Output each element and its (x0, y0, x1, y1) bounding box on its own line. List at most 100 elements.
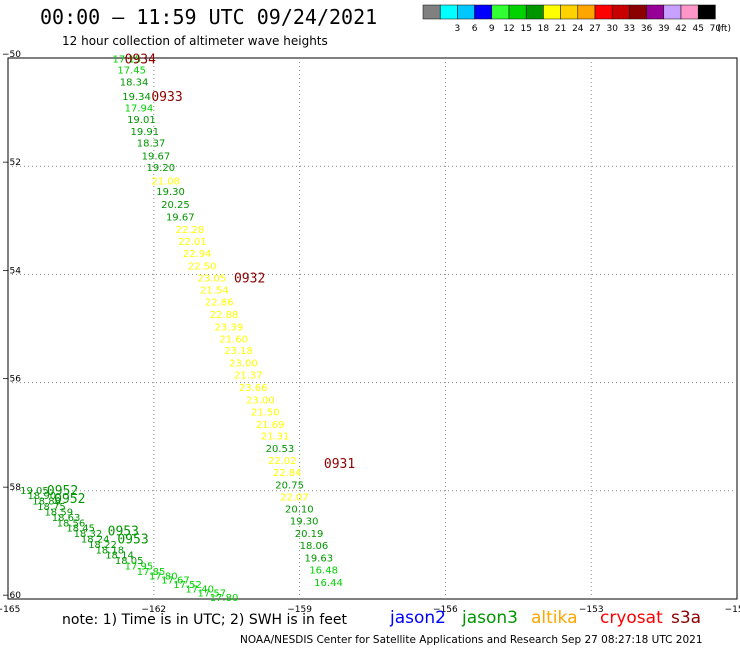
swh-point: 19.34 (122, 92, 151, 103)
y-tick-label: −52 (2, 158, 21, 168)
swh-point: 19.30 (290, 517, 319, 528)
time-annotation: 0931 (324, 457, 355, 472)
colorbar-label: 33 (624, 24, 635, 34)
colorbar-label: 24 (572, 24, 584, 34)
time-annotation: 0932 (234, 272, 265, 287)
swh-point: 19.20 (147, 163, 176, 174)
swh-point: 19.67 (142, 151, 171, 162)
swh-point: 18.22 (88, 540, 117, 551)
swh-point: 23.00 (229, 359, 258, 370)
colorbar-label: 30 (606, 24, 618, 34)
swh-point: 22.28 (176, 225, 205, 236)
legend-altika: altika (531, 608, 578, 628)
y-tick-label: −60 (2, 591, 21, 601)
grid (8, 58, 737, 599)
swh-point: 17.95 (125, 562, 154, 573)
swh-point: 19.30 (156, 187, 185, 198)
swh-point: 21.69 (256, 420, 285, 431)
colorbar-swatch (525, 4, 544, 20)
time-annotation: 0953 (108, 524, 139, 539)
swh-point: 17.94 (125, 103, 154, 114)
swh-point: 17.80 (149, 571, 178, 582)
swh-point: 17.85 (137, 567, 166, 578)
x-tick-label: −156 (433, 605, 458, 615)
swh-point: 17.45 (117, 65, 146, 76)
time-annotation: 0933 (151, 90, 182, 105)
colorbar-swatch (577, 4, 596, 20)
colorbar-label: 39 (658, 24, 670, 34)
swh-point: 16.48 (309, 565, 338, 576)
colorbar-swatch (594, 4, 613, 20)
swh-point: 16.44 (314, 578, 343, 589)
y-tick-label: −50 (2, 50, 21, 60)
time-annotation: 0952 (47, 484, 78, 499)
plot-border (7, 57, 738, 600)
colorbar-swatch (474, 4, 493, 20)
swh-point: 18.06 (300, 541, 329, 552)
swh-point: 18.59 (44, 507, 73, 518)
y-tick-label: −58 (2, 483, 21, 493)
swh-point: 19.01 (127, 115, 156, 126)
swh-point: 20.10 (285, 505, 314, 516)
swh-point: 21.08 (151, 176, 180, 187)
colorbar-swatch (560, 4, 579, 20)
colorbar-swatch (680, 4, 699, 20)
footer-credit: NOAA/NESDIS Center for Satellite Applica… (240, 634, 703, 646)
colorbar-label: 6 (472, 24, 478, 34)
swh-point: 18.63 (52, 513, 81, 524)
time-annotation: 0934 (125, 53, 156, 68)
swh-point: 18.32 (74, 529, 103, 540)
swh-point: 23.00 (246, 395, 275, 406)
swh-point: 19.91 (130, 127, 159, 138)
swh-point: 17.52 (173, 580, 202, 591)
time-annotation: 0952 (54, 492, 85, 507)
swh-point: 22.84 (273, 468, 302, 479)
y-tick-label: −56 (2, 375, 21, 385)
colorbar-label: 3 (455, 24, 461, 34)
x-tick-label: −153 (579, 605, 604, 615)
colorbar-label: 12 (503, 24, 514, 34)
swh-point: 20.75 (275, 480, 304, 491)
swh-point: 19.63 (304, 553, 333, 564)
legend-s3a: s3a (671, 608, 702, 628)
swh-point: 20.53 (266, 444, 295, 455)
colorbar-label: 45 (692, 24, 703, 34)
swh-point: 19.67 (166, 213, 195, 224)
colorbar-swatch (508, 4, 527, 20)
colorbar-swatch (439, 4, 458, 20)
swh-point: 18.90 (27, 491, 56, 502)
swh-point: 20.19 (295, 529, 324, 540)
colorbar: 3 6 9 12 15 18 21 24 27 30 33 36 39 42 45 70(ft) (422, 4, 731, 34)
swh-point: 21.54 (200, 286, 229, 297)
swh-point: 17.57 (198, 589, 227, 600)
colorbar-label: 70 (710, 24, 722, 34)
swh-point: 21.37 (234, 371, 263, 382)
x-tick-label: −159 (287, 605, 312, 615)
colorbar-label: 15 (520, 24, 531, 34)
colorbar-swatch (629, 4, 647, 20)
swh-point: 18.75 (37, 502, 66, 513)
swh-point: 18.34 (120, 77, 149, 88)
swh-point: 23.66 (239, 383, 268, 394)
legend-jason3: jason3 (462, 608, 518, 628)
y-axis: −50 −52 −54 −56 −58 −60 (2, 50, 21, 601)
swh-point: 23.05 (198, 274, 227, 285)
colorbar-swatch (543, 4, 561, 20)
colorbar-label: 21 (555, 24, 566, 34)
swh-point: 23.39 (215, 322, 244, 333)
swh-point: 18.56 (57, 518, 86, 529)
chart-title: 00:00 – 11:59 UTC 09/24/2021 (40, 5, 378, 29)
swh-point: 22.01 (178, 237, 207, 248)
legend-jason2: jason2 (390, 608, 446, 628)
swh-point: 17.80 (210, 593, 239, 604)
x-axis: −165 −162 −159 −156 −153 −150 (0, 605, 740, 615)
swh-point: 22.88 (210, 310, 239, 321)
colorbar-swatch (611, 4, 630, 20)
swh-point: 20.25 (161, 200, 190, 211)
colorbar-swatch (457, 4, 475, 20)
x-tick-label: −150 (725, 605, 740, 615)
swh-point: 17.15 (112, 55, 141, 66)
